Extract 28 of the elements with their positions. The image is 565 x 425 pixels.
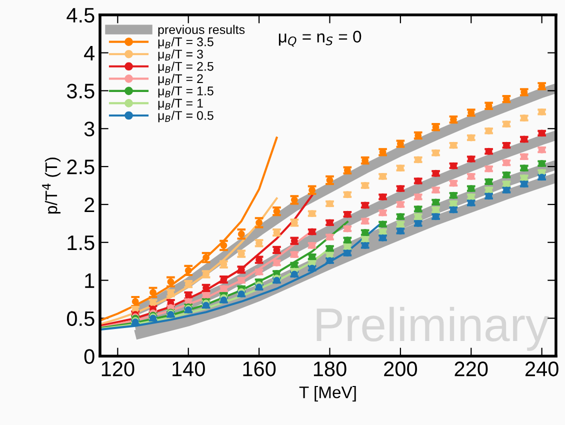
x-tick-label: 160 [243,362,276,376]
y-tick-label: 1 [85,274,94,288]
x-tick-label: 240 [525,362,558,376]
x-tick-label: 180 [314,362,346,376]
x-tick-label: 200 [384,362,418,376]
x-tick-label: 120 [102,362,134,376]
y-tick-label: 1.5 [68,236,94,250]
legend-label: μ$_{B}$/T = 1.5 [158,86,214,98]
annotation: μ$_{Q}$ = n$_{S}$ = 0 [278,30,362,47]
legend-label: μ$_{B}$/T = 0.5 [158,110,214,122]
y-tick-label: 4.5 [66,8,94,23]
y-tick-label: 3 [84,122,94,136]
x-tick-label: 140 [172,362,205,376]
legend-label: μ$_{B}$/T = 3 [158,49,203,61]
y-tick-label: 3.5 [66,84,94,98]
y-tick-label: 2 [84,197,94,212]
legend-label: μ$_{B}$/T = 3.5 [158,37,214,49]
legend-label: μ$_{B}$/T = 1 [158,98,203,110]
y-tick-label: 2.5 [67,160,94,174]
y-tick-label: 0.5 [67,311,94,326]
legend-label: previous results [158,24,245,37]
x-axis-title: T [MeV] [299,386,356,402]
legend-label: μ$_{B}$/T = 2.5 [158,62,214,74]
y-tick-label: 4 [84,46,95,60]
x-tick-label: 220 [454,362,488,376]
y-axis-title: p/T$^{4}$ (T) [42,158,60,214]
y-tick-label: 0 [84,349,94,364]
legend-label: μ$_{B}$/T = 2 [158,74,203,86]
